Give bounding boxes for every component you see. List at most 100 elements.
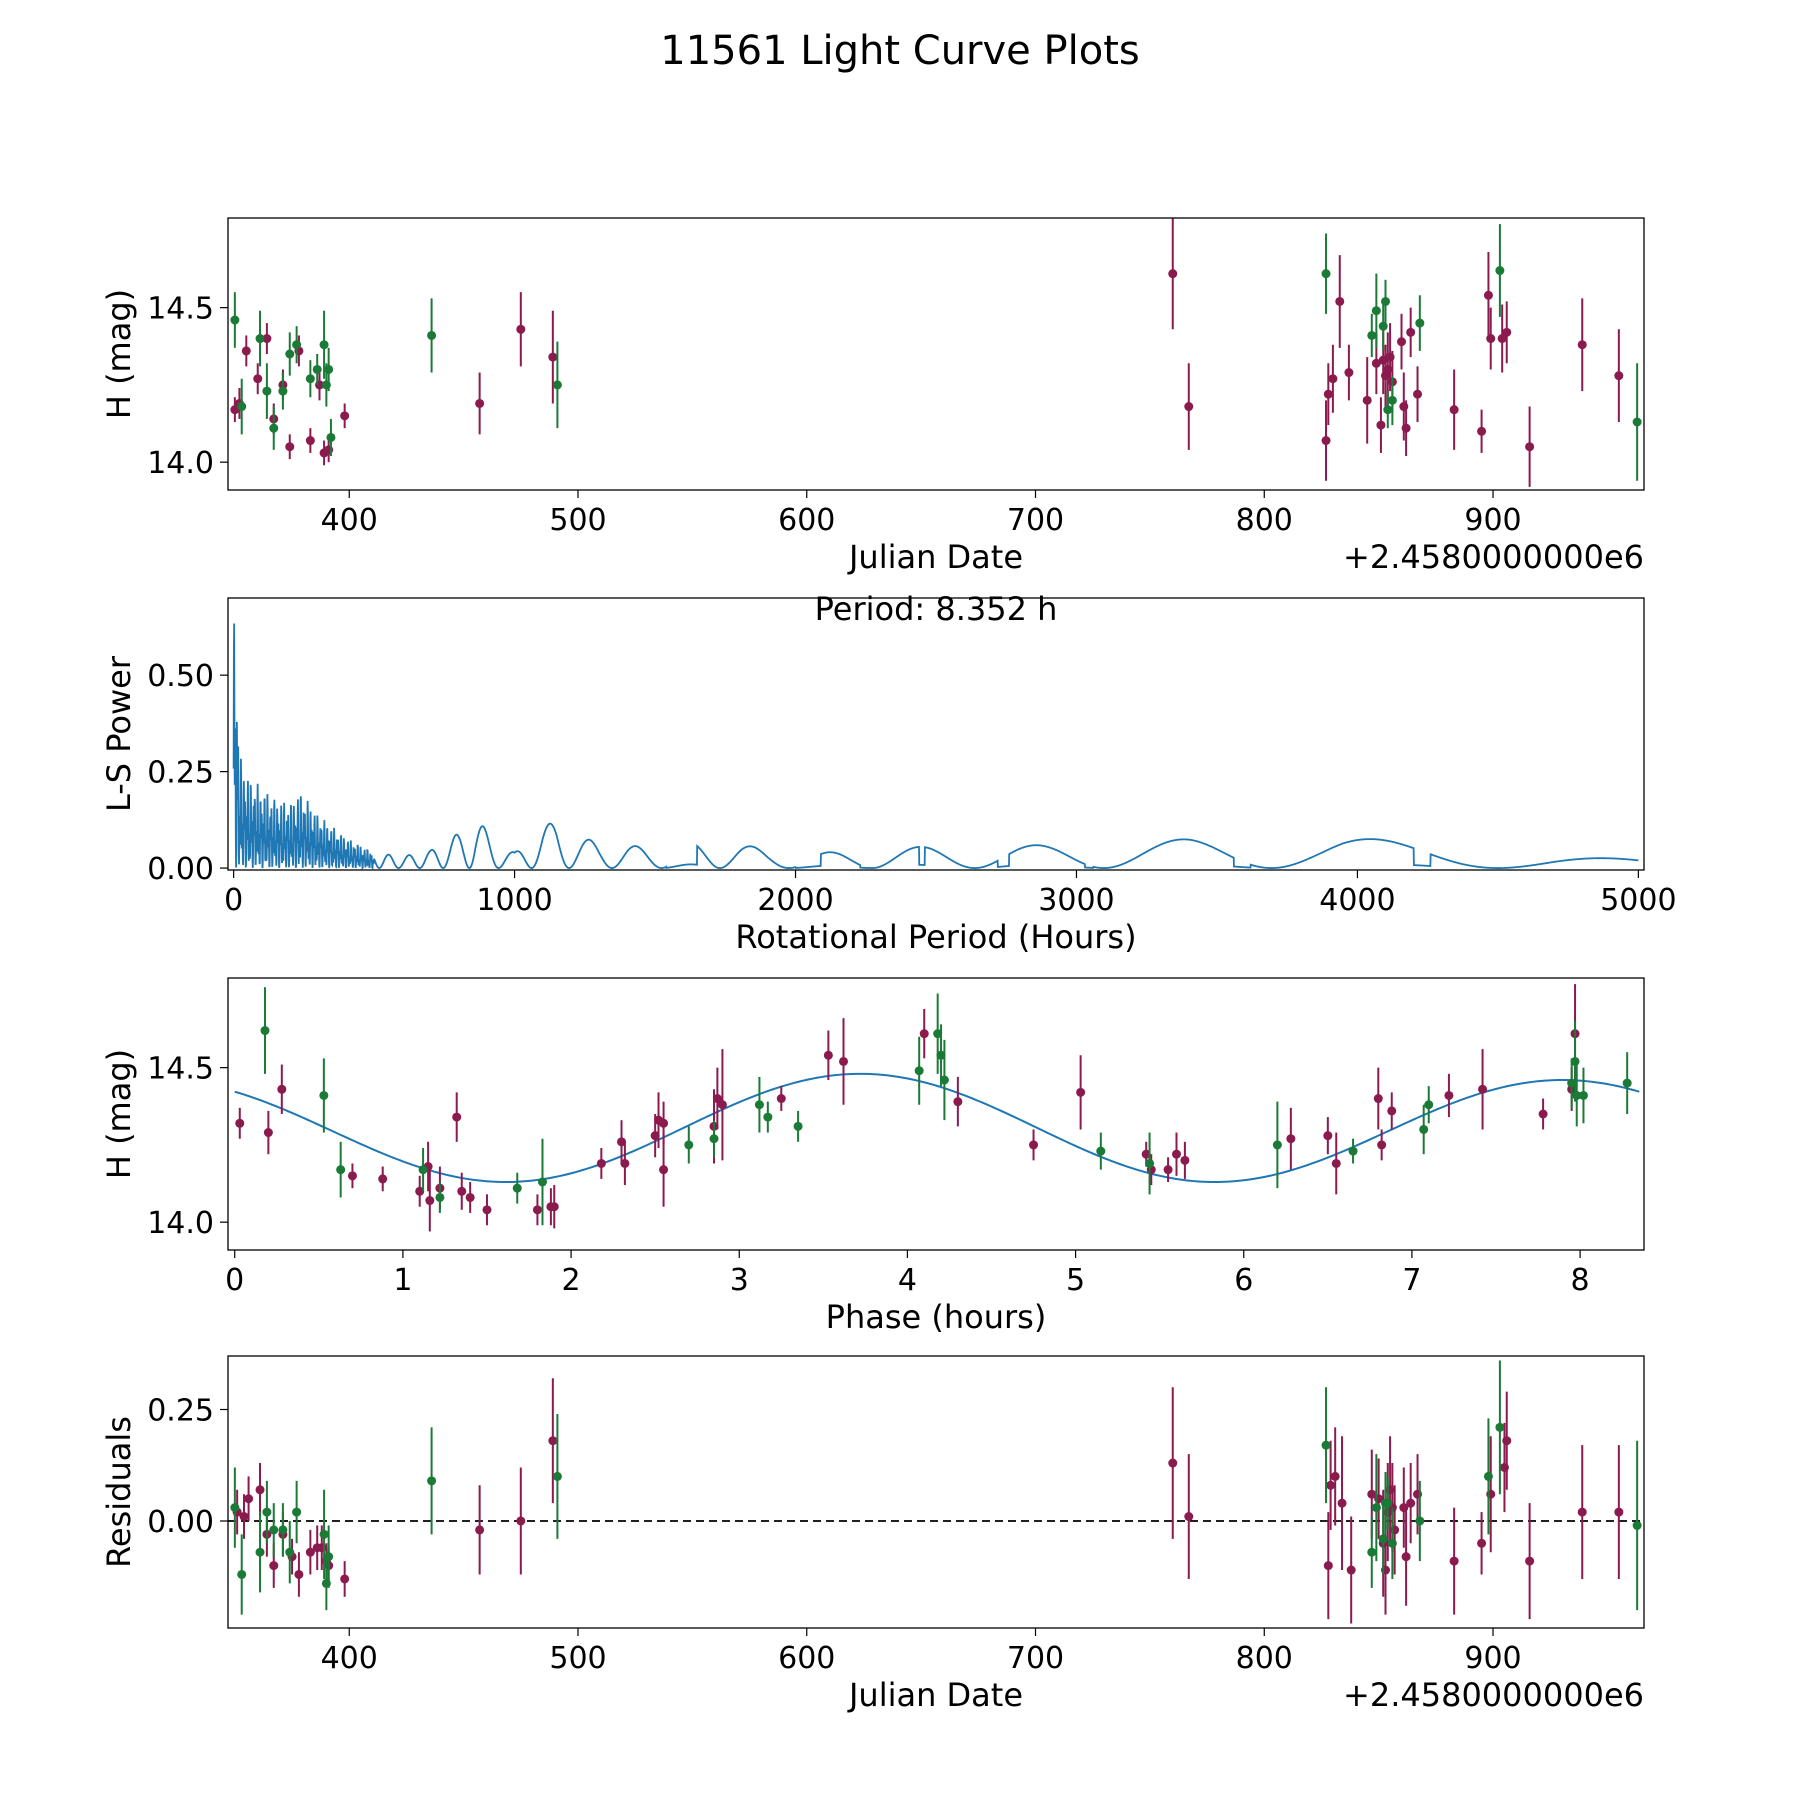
- data-point: [340, 411, 350, 421]
- data-point: [1184, 1512, 1194, 1522]
- series-green: [230, 224, 1642, 481]
- data-point: [452, 1112, 462, 1122]
- data-point: [717, 1100, 727, 1110]
- data-point: [516, 1516, 526, 1526]
- axes-frame: [227, 1355, 1645, 1629]
- x-axis-label: Phase (hours): [826, 1298, 1047, 1336]
- data-point: [235, 1118, 245, 1128]
- data-point: [277, 1084, 287, 1094]
- data-point: [1449, 1556, 1459, 1566]
- x-tick-label: 5000: [1600, 883, 1676, 918]
- data-point: [1163, 1165, 1173, 1175]
- data-point: [1168, 269, 1178, 279]
- data-point: [253, 374, 263, 384]
- data-point: [1495, 266, 1505, 276]
- data-point: [823, 1050, 833, 1060]
- x-tick-label: 400: [321, 1641, 378, 1676]
- x-tick-label: 600: [778, 503, 835, 538]
- data-point: [1486, 334, 1496, 344]
- axes-frame: [227, 597, 1645, 871]
- data-point: [1168, 1458, 1178, 1468]
- data-point: [347, 1171, 357, 1181]
- x-offset-label: +2.4580000000e6: [1343, 1676, 1644, 1714]
- data-point: [1378, 321, 1388, 331]
- data-point: [1184, 402, 1194, 412]
- data-point: [1331, 1158, 1341, 1168]
- data-point: [763, 1112, 773, 1122]
- x-tick-label: 2000: [757, 883, 833, 918]
- data-point: [482, 1205, 492, 1215]
- data-point: [340, 1574, 350, 1584]
- data-point: [548, 352, 558, 362]
- data-point: [1483, 290, 1493, 300]
- x-tick-label: 3000: [1038, 883, 1114, 918]
- x-tick-label: 1: [393, 1263, 412, 1298]
- y-tick-label: 0.25: [147, 756, 214, 791]
- data-point: [1321, 436, 1331, 446]
- data-point: [933, 1029, 943, 1039]
- data-point: [659, 1165, 669, 1175]
- data-point: [1346, 1565, 1356, 1575]
- data-point: [1076, 1087, 1086, 1097]
- data-point: [1029, 1140, 1039, 1150]
- plot-area: [232, 623, 1639, 870]
- data-point: [532, 1205, 542, 1215]
- data-point: [709, 1134, 719, 1144]
- data-point: [255, 1485, 265, 1495]
- data-point: [537, 1177, 547, 1187]
- y-tick-label: 0.00: [147, 1505, 214, 1540]
- data-point: [285, 442, 295, 452]
- y-tick-label: 14.0: [147, 446, 214, 481]
- series-magenta: [232, 1378, 1624, 1624]
- data-point: [260, 1026, 270, 1036]
- x-tick-label: 900: [1464, 1641, 1521, 1676]
- data-point: [1376, 420, 1386, 430]
- x-tick-label: 4: [898, 1263, 917, 1298]
- period-annotation: Period: 8.352 h: [815, 590, 1058, 628]
- y-tick-label: 14.5: [147, 292, 214, 327]
- data-point: [1367, 1489, 1377, 1499]
- data-point: [684, 1140, 694, 1150]
- plot-area: [230, 218, 1642, 487]
- data-point: [1614, 1507, 1624, 1517]
- data-point: [1477, 1538, 1487, 1548]
- data-point: [237, 402, 247, 412]
- data-point: [552, 1471, 562, 1481]
- data-point: [1444, 1090, 1454, 1100]
- x-axis-label: Rotational Period (Hours): [735, 918, 1136, 956]
- data-point: [1373, 1094, 1383, 1104]
- data-point: [1321, 269, 1331, 279]
- data-point: [650, 1131, 660, 1141]
- data-point: [617, 1137, 627, 1147]
- data-point: [1632, 1520, 1642, 1530]
- data-point: [319, 1090, 329, 1100]
- data-point: [1415, 318, 1425, 328]
- data-point: [1326, 1480, 1336, 1490]
- data-point: [1377, 1140, 1387, 1150]
- data-point: [415, 1186, 425, 1196]
- data-point: [1622, 1078, 1632, 1088]
- model-fit-curve: [234, 1072, 1640, 1184]
- data-point: [305, 374, 315, 384]
- data-point: [1477, 426, 1487, 436]
- data-point: [1502, 327, 1512, 337]
- data-point: [1378, 1534, 1388, 1544]
- data-point: [475, 1525, 485, 1535]
- data-point: [262, 1507, 272, 1517]
- data-point: [1367, 330, 1377, 340]
- data-point: [230, 405, 240, 415]
- data-point: [418, 1165, 428, 1175]
- data-point: [326, 432, 336, 442]
- data-point: [1362, 395, 1372, 405]
- data-point: [1424, 1100, 1434, 1110]
- data-point: [1525, 442, 1535, 452]
- data-point: [548, 1436, 558, 1446]
- x-offset-label: +2.4580000000e6: [1343, 538, 1644, 576]
- data-point: [230, 1503, 240, 1513]
- data-point: [475, 398, 485, 408]
- data-point: [1337, 1498, 1347, 1508]
- data-point: [919, 1029, 929, 1039]
- data-point: [305, 436, 315, 446]
- data-point: [312, 364, 322, 374]
- data-point: [241, 346, 251, 356]
